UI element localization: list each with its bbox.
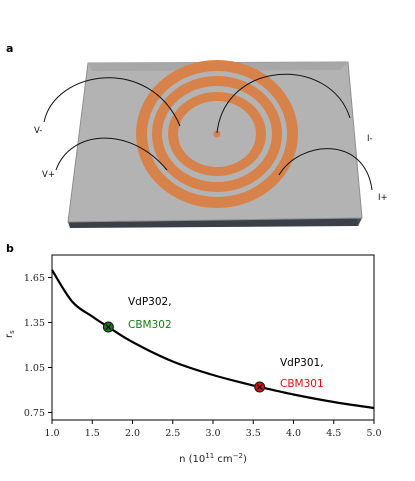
x-tick-label: 4.5 [326, 428, 341, 439]
x-tick-label: 1.5 [85, 428, 100, 439]
x-axis-label: n (1011 cm−2) [179, 452, 247, 465]
x-tick-label: 2.0 [125, 428, 140, 439]
wire-i-plus [278, 148, 373, 191]
y-tick-label: 1.35 [24, 318, 45, 329]
label-v-minus: V- [34, 126, 42, 136]
substrate-edge [68, 218, 362, 228]
panel-a-letter: a [6, 42, 13, 55]
annotation-cbm302: CBM302 [128, 319, 172, 331]
x-tick-label: 3.0 [205, 428, 220, 439]
label-v-plus: V+ [42, 170, 55, 180]
device-schematic: V- V+ I- I+ [34, 60, 388, 228]
series-line [51, 269, 375, 410]
label-i-plus: I+ [378, 193, 388, 203]
y-tick-label: 1.65 [24, 273, 45, 284]
y-tick-label: 0.75 [24, 408, 45, 419]
wire-i-minus [216, 73, 351, 134]
annotation-cbm301: CBM301 [280, 378, 324, 390]
y-tick-label: 1.05 [24, 363, 45, 374]
center-dot [213, 130, 221, 138]
x-tick-label: 4.0 [286, 428, 301, 439]
contact-wires [43, 73, 373, 191]
x-tick-label: 1.0 [44, 428, 59, 439]
rs-vs-n-chart: 1.0 1.5 2.0 2.5 3.0 3.5 4.0 4.5 5.0 0.75 1.05 1.35 1… [4, 254, 382, 465]
axis-ticks: 1.0 1.5 2.0 2.5 3.0 3.5 4.0 4.5 5.0 0.75 1.05 1.35 1… [24, 273, 382, 439]
data-point-cross-2 [256, 384, 263, 390]
cbm-electrode-rings [136, 60, 298, 208]
x-tick-label: 2.5 [165, 428, 180, 439]
wire-v-minus [43, 77, 181, 127]
data-point-cross-1 [105, 324, 112, 330]
wire-v-plus [55, 137, 168, 171]
panel-b-letter: b [6, 242, 14, 255]
label-i-minus: I- [367, 134, 373, 144]
y-axis-label: rs [4, 330, 16, 338]
x-tick-label: 3.5 [246, 428, 261, 439]
data-markers [102, 321, 266, 393]
annotation-vdp301: VdP301, [280, 357, 324, 369]
plot-frame [51, 254, 375, 421]
annotation-vdp302: VdP302, [128, 296, 172, 308]
x-tick-label: 5.0 [366, 428, 381, 439]
